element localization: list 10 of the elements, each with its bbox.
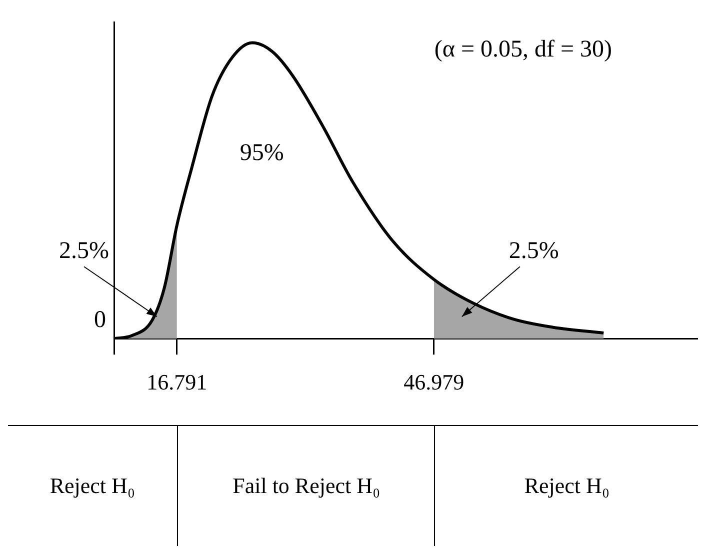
- text: 0: [94, 306, 106, 333]
- annotation: (α = 0.05, df = 30): [434, 36, 612, 62]
- x-tick-label: 16.791: [146, 370, 208, 395]
- text: Fail to Reject H₀: [232, 473, 380, 499]
- annotation: 2.5%: [508, 238, 559, 264]
- annotation: 95%: [240, 140, 284, 166]
- text: Reject H₀: [524, 473, 610, 499]
- text: 2.5%: [59, 238, 109, 264]
- text: Reject H₀: [50, 473, 136, 499]
- x-tick-label: 46.979: [404, 370, 464, 395]
